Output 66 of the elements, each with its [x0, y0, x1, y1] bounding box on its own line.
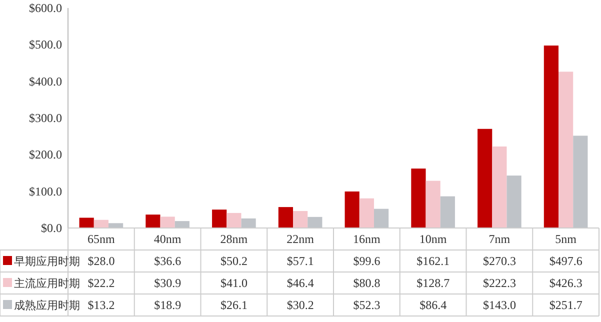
data-label: $270.3 [482, 254, 516, 268]
y-tick-label: $300.0 [29, 111, 62, 125]
bar [558, 72, 574, 228]
bar [278, 207, 294, 228]
bar [79, 218, 94, 228]
bar [146, 214, 160, 228]
x-tick-label: 16nm [353, 232, 382, 246]
data-label: $57.1 [286, 254, 314, 268]
bar [426, 180, 440, 228]
data-label: $497.6 [549, 254, 582, 268]
bar [359, 198, 374, 228]
bar [440, 196, 455, 228]
legend-label: 早期应用时期 [14, 255, 80, 268]
x-tick-label: 5nm [555, 232, 578, 246]
data-label: $36.6 [154, 254, 182, 268]
bar [374, 208, 389, 228]
data-label: $128.7 [416, 276, 450, 290]
data-label: $222.3 [482, 276, 516, 290]
data-label: $18.9 [154, 298, 182, 312]
x-tick-label: 7nm [488, 232, 511, 246]
y-tick-label: $400.0 [29, 74, 62, 88]
y-tick-label: $600.0 [29, 1, 62, 15]
data-label: $251.7 [549, 298, 582, 312]
y-tick-label: $0.0 [41, 221, 62, 235]
data-label: $30.9 [154, 276, 182, 290]
bar [308, 216, 322, 228]
y-tick-label: $500.0 [29, 38, 62, 52]
bar [94, 220, 108, 228]
bar [506, 176, 522, 228]
bar [544, 46, 559, 228]
data-label: $26.1 [220, 298, 248, 312]
x-tick-label: 22nm [286, 232, 315, 246]
bar [344, 191, 360, 228]
bar [160, 216, 175, 228]
data-label: $50.2 [220, 254, 248, 268]
x-tick-label: 40nm [154, 232, 182, 246]
data-label: $28.0 [88, 254, 115, 268]
data-label: $30.2 [286, 298, 314, 312]
bar [492, 146, 507, 228]
bar [293, 210, 308, 228]
data-label: $426.3 [549, 276, 582, 290]
legend-label: 成熟应用时期 [14, 299, 80, 312]
bar [212, 210, 227, 228]
data-label: $86.4 [420, 298, 447, 312]
data-label: $41.0 [220, 276, 248, 290]
legend-label: 主流应用时期 [14, 277, 80, 290]
bar [573, 136, 588, 228]
bar [411, 168, 426, 228]
data-label: $13.2 [88, 298, 115, 312]
y-tick-label: $100.0 [29, 184, 62, 198]
data-label: $99.6 [353, 254, 380, 268]
bar [226, 212, 242, 228]
bar [108, 223, 124, 228]
bar [478, 128, 492, 228]
x-tick-label: 10nm [419, 232, 448, 246]
data-label: $80.8 [353, 276, 380, 290]
data-label: $22.2 [88, 276, 115, 290]
data-label: $52.3 [353, 298, 380, 312]
y-tick-label: $200.0 [29, 148, 62, 162]
x-tick-label: 28nm [220, 232, 248, 246]
bar [174, 221, 190, 228]
x-tick-label: 65nm [88, 232, 116, 246]
bar [241, 218, 256, 228]
data-label: $46.4 [286, 276, 314, 290]
data-label: $143.0 [482, 298, 516, 312]
data-label: $162.1 [416, 254, 450, 268]
